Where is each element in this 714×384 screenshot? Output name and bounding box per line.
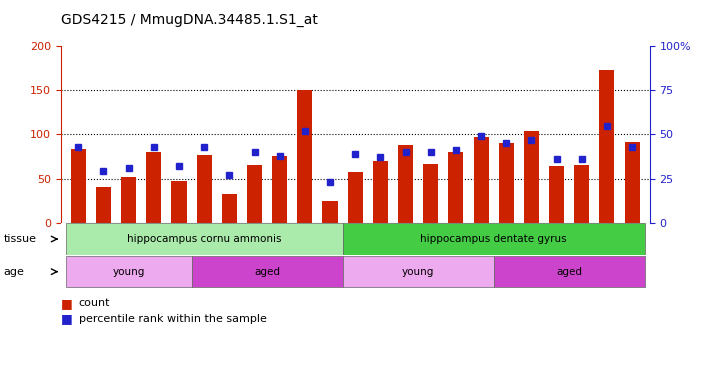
Text: tissue: tissue <box>4 234 36 244</box>
Text: hippocampus cornu ammonis: hippocampus cornu ammonis <box>127 234 281 244</box>
Bar <box>373 161 388 223</box>
Bar <box>524 131 539 223</box>
Text: young: young <box>113 266 145 277</box>
Bar <box>348 172 363 223</box>
Bar <box>66 256 191 287</box>
Bar <box>247 165 262 223</box>
Bar <box>191 256 343 287</box>
Bar <box>343 256 493 287</box>
Bar <box>343 223 645 255</box>
Bar <box>423 164 438 223</box>
Text: age: age <box>4 266 24 277</box>
Bar <box>549 166 564 223</box>
Text: aged: aged <box>254 266 280 277</box>
Text: ■: ■ <box>61 312 72 325</box>
Bar <box>498 143 514 223</box>
Bar <box>222 194 237 223</box>
Bar <box>625 142 640 223</box>
Bar <box>297 90 313 223</box>
Bar <box>171 181 186 223</box>
Bar <box>146 152 161 223</box>
Text: percentile rank within the sample: percentile rank within the sample <box>79 314 266 324</box>
Bar <box>96 187 111 223</box>
Bar <box>599 70 615 223</box>
Bar <box>71 149 86 223</box>
Text: young: young <box>402 266 434 277</box>
Bar <box>196 155 212 223</box>
Text: count: count <box>79 298 110 308</box>
Bar <box>121 177 136 223</box>
Bar <box>398 145 413 223</box>
Text: hippocampus dentate gyrus: hippocampus dentate gyrus <box>421 234 567 244</box>
Bar <box>493 256 645 287</box>
Bar <box>448 152 463 223</box>
Text: ■: ■ <box>61 297 72 310</box>
Bar <box>574 165 589 223</box>
Text: aged: aged <box>556 266 582 277</box>
Bar <box>272 157 287 223</box>
Bar <box>323 200 338 223</box>
Text: GDS4215 / MmugDNA.34485.1.S1_at: GDS4215 / MmugDNA.34485.1.S1_at <box>61 13 318 27</box>
Bar <box>66 223 343 255</box>
Bar <box>473 137 488 223</box>
